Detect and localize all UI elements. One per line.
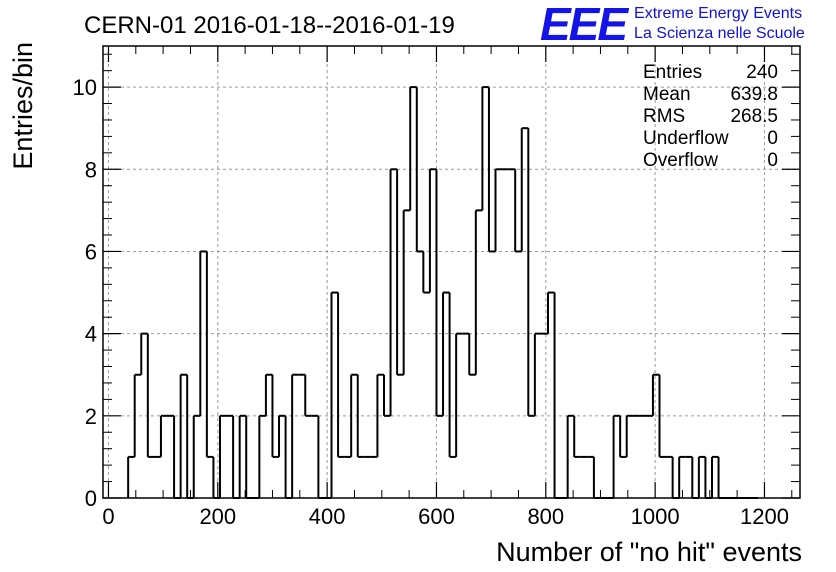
x-tick-label: 0: [102, 504, 114, 529]
eee-logo: EEE Extreme Energy Events La Scienza nel…: [540, 0, 805, 50]
x-tick-label: 1000: [631, 504, 680, 529]
stats-label-underflow: Underflow: [643, 128, 729, 149]
chart-title: CERN-01 2016-01-18--2016-01-19: [84, 12, 455, 39]
y-tick-label: 2: [85, 404, 97, 429]
x-tick-label: 600: [418, 504, 455, 529]
eee-logo-text: Extreme Energy Events La Scienza nelle S…: [634, 4, 805, 44]
stats-value-overflow: 0: [767, 150, 778, 171]
y-tick-label: 10: [73, 75, 97, 100]
y-tick-label: 6: [85, 239, 97, 264]
stats-box: Entries 240 Mean 639.8 RMS 268.5 Underfl…: [643, 62, 778, 171]
x-tick-label: 800: [527, 504, 564, 529]
y-tick-labels: 0 2 4 6 8 10: [73, 75, 97, 511]
eee-logo-mark: EEE: [540, 0, 628, 50]
stats-value-mean: 639.8: [730, 84, 778, 105]
stats-label-overflow: Overflow: [643, 150, 718, 171]
stats-value-rms: 268.5: [730, 106, 778, 127]
x-tick-labels: 0 200 400 600 800 1000 1200: [102, 504, 789, 529]
histogram-series: [127, 86, 758, 499]
y-axis-label: Entries/bin: [8, 42, 38, 170]
stats-value-entries: 240: [746, 62, 778, 83]
stats-label-mean: Mean: [643, 84, 691, 105]
x-tick-label: 200: [199, 504, 236, 529]
plot-frame: [102, 45, 801, 499]
stats-value-underflow: 0: [767, 128, 778, 149]
x-tick-label: 400: [309, 504, 346, 529]
logo-line-2: La Scienza nelle Scuole: [634, 25, 805, 42]
y-tick-label: 4: [85, 322, 97, 347]
x-axis-label: Number of "no hit" events: [496, 537, 802, 567]
logo-line-1: Extreme Energy Events: [634, 5, 803, 22]
stats-label-rms: RMS: [643, 106, 685, 127]
y-tick-label: 0: [85, 486, 97, 511]
axis-ticks: [103, 46, 800, 499]
stats-label-entries: Entries: [643, 62, 702, 83]
x-tick-label: 1200: [740, 504, 789, 529]
y-tick-label: 8: [85, 157, 97, 182]
